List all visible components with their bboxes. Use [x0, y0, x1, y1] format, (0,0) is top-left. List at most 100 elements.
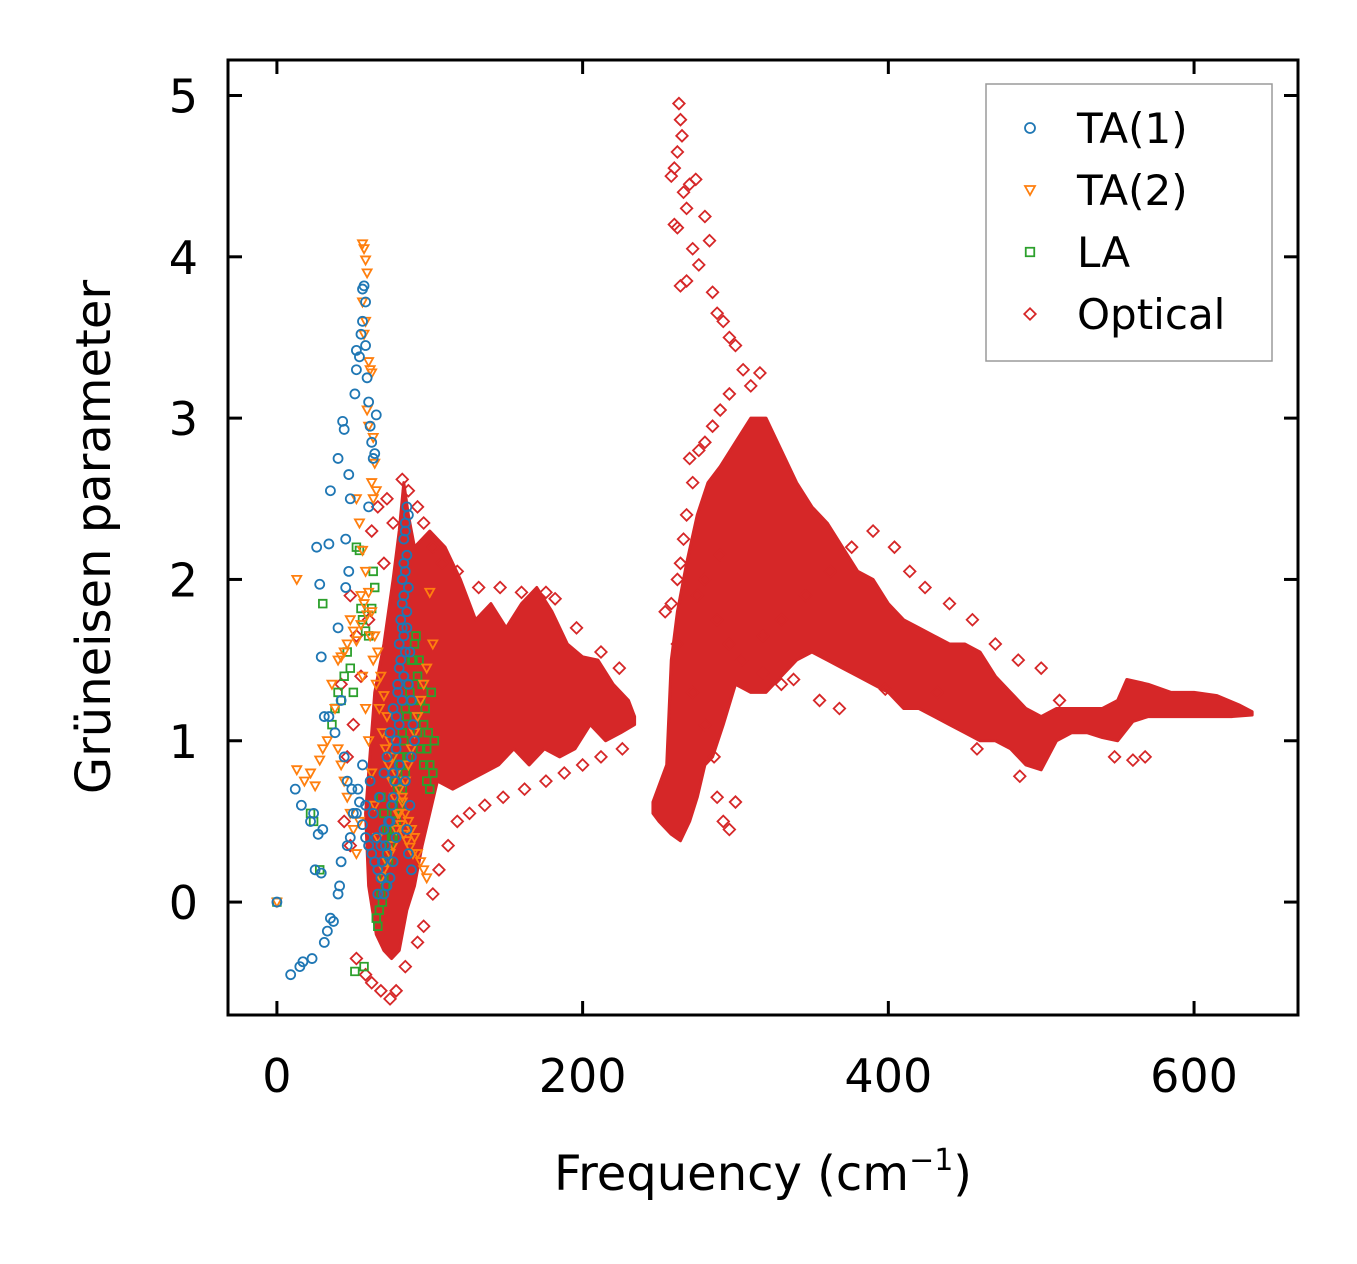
- data-point: [335, 695, 347, 706]
- data-point: [477, 798, 492, 813]
- data-point: [969, 741, 985, 756]
- data-point: [408, 833, 421, 844]
- data-point: [471, 580, 486, 595]
- data-point: [338, 647, 351, 659]
- x-axis-label-close: ): [953, 1146, 972, 1202]
- data-point: [417, 679, 430, 691]
- data-point: [377, 691, 390, 702]
- data-point: [325, 679, 338, 691]
- data-point: [383, 816, 394, 827]
- data-point: [670, 572, 685, 587]
- data-point: [354, 591, 368, 602]
- data-point: [375, 840, 387, 852]
- data-point: [734, 653, 749, 668]
- data-point: [988, 636, 1003, 651]
- data-point: [325, 912, 336, 924]
- data-point: [400, 836, 413, 848]
- x-tick-label: 400: [844, 1049, 932, 1103]
- data-point: [393, 638, 405, 650]
- data-point: [361, 610, 374, 622]
- data-point: [416, 515, 431, 531]
- data-point: [682, 451, 697, 466]
- tick-layer: 0 200 400 600 0 1 2 3 4 5: [169, 60, 1298, 1103]
- data-point: [349, 951, 364, 966]
- data-point: [290, 574, 303, 586]
- data-point: [367, 655, 380, 667]
- data-point: [390, 735, 402, 747]
- data-point: [557, 766, 572, 781]
- data-point: [368, 566, 378, 577]
- data-point: [341, 775, 353, 787]
- y-tick-label: 4: [169, 231, 198, 285]
- data-point: [370, 832, 382, 843]
- data-point: [359, 566, 372, 578]
- data-point: [387, 856, 399, 868]
- data-point: [356, 671, 369, 683]
- data-point: [309, 781, 322, 793]
- data-point: [406, 849, 419, 861]
- data-point: [340, 582, 352, 593]
- x-tick-label: 200: [539, 1049, 627, 1103]
- data-point: [664, 169, 679, 184]
- y-tick-label: 1: [169, 715, 198, 769]
- data-point: [429, 736, 440, 746]
- data-point: [317, 824, 329, 835]
- data-point: [363, 396, 375, 408]
- legend-label: TA(1): [1076, 104, 1188, 153]
- data-point: [402, 816, 415, 828]
- data-point: [798, 588, 813, 603]
- data-point: [323, 538, 335, 550]
- data-point: [878, 682, 893, 697]
- data-point: [364, 524, 379, 539]
- data-point: [364, 775, 376, 787]
- data-point: [685, 475, 700, 490]
- data-point: [423, 587, 436, 599]
- data-point: [347, 824, 360, 836]
- legend-marker: [1022, 306, 1038, 322]
- data-point: [736, 362, 751, 377]
- data-point: [710, 790, 725, 805]
- legend-marker: [1024, 246, 1036, 258]
- data-point: [313, 755, 326, 767]
- data-point: [538, 774, 553, 789]
- data-point: [866, 524, 881, 539]
- data-point: [569, 620, 584, 635]
- data-point: [365, 768, 378, 780]
- data-point: [389, 775, 401, 787]
- data-point: [406, 695, 417, 706]
- y-axis-label: Grüneisen parameter: [66, 280, 122, 795]
- data-point: [431, 862, 446, 877]
- data-point: [379, 744, 392, 756]
- data-point: [315, 867, 327, 879]
- series-ta-1-: [271, 280, 420, 981]
- legend-marker: [1024, 122, 1036, 134]
- data-point: [406, 751, 417, 763]
- data-point: [496, 790, 511, 805]
- data-point: [328, 703, 342, 715]
- data-point: [670, 144, 685, 159]
- data-point: [743, 378, 758, 393]
- data-point: [344, 832, 356, 843]
- data-point: [942, 596, 957, 611]
- data-point: [399, 808, 412, 820]
- data-point: [332, 453, 344, 464]
- data-point: [722, 636, 737, 651]
- data-point: [343, 469, 355, 480]
- data-point: [348, 687, 359, 698]
- data-point: [316, 744, 329, 756]
- data-point: [354, 796, 365, 808]
- data-point: [308, 807, 320, 819]
- data-point: [691, 443, 706, 458]
- data-point: [350, 966, 360, 977]
- data-point: [722, 822, 737, 837]
- data-point: [350, 849, 363, 861]
- data-point: [370, 499, 385, 514]
- data-point: [658, 604, 673, 619]
- data-point: [716, 314, 731, 329]
- data-point: [335, 760, 348, 772]
- data-point: [752, 365, 767, 380]
- data-point: [414, 695, 427, 707]
- data-point: [493, 580, 508, 595]
- data-point: [364, 975, 379, 990]
- data-point: [349, 388, 361, 400]
